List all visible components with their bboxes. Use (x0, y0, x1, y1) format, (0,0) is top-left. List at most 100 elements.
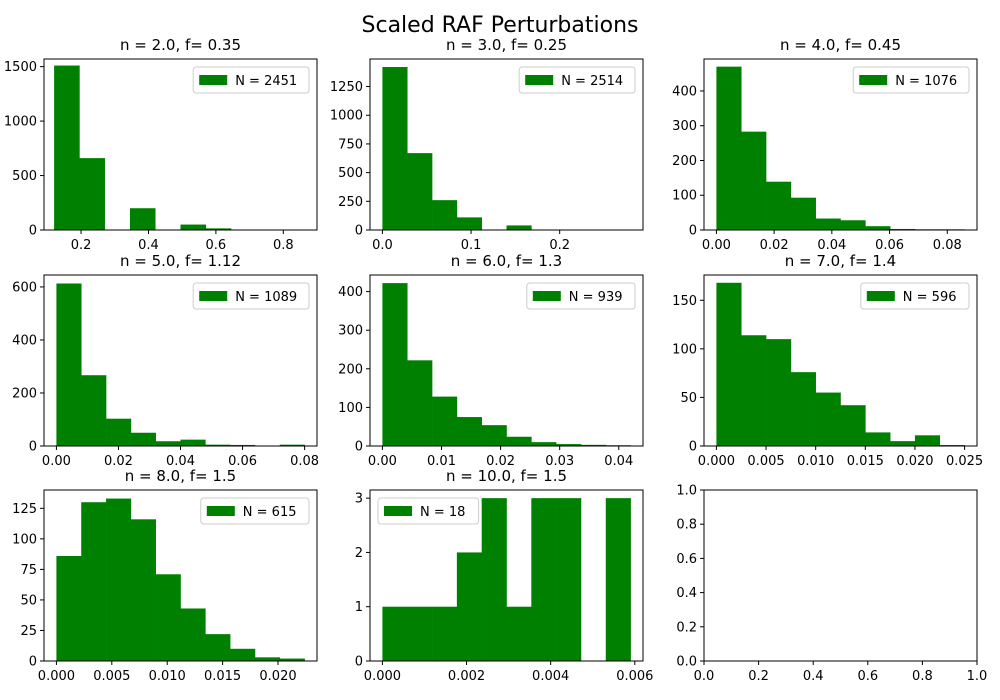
histogram-bar (254, 657, 281, 661)
histogram-bar (81, 375, 107, 446)
histogram-bar (766, 339, 792, 447)
x-tick-label: 0.005 (93, 669, 130, 684)
y-tick-label: 1250 (330, 80, 363, 95)
x-tick-label: 0.03 (545, 454, 574, 469)
legend-swatch (206, 506, 235, 516)
histogram-panel-4: 0.00 0.02 0.04 0.06 0.08 0 200 400 600 n = 5.0, f… (12, 252, 319, 469)
legend-swatch (525, 75, 554, 85)
histogram-bar (716, 66, 742, 231)
y-tick-label: 75 (20, 563, 37, 578)
y-tick-label: 0 (689, 224, 697, 239)
histogram-panel-2: 0.0 0.1 0.2 0 250 500 750 1000 1250 n = 3.0, f= 0… (330, 36, 644, 253)
x-tick-label: 0.015 (204, 669, 241, 684)
legend-swatch (199, 291, 228, 301)
histogram-bar (506, 606, 532, 661)
x-tick-label: 0.000 (38, 669, 75, 684)
histogram-bar (230, 648, 256, 661)
panel-title: n = 5.0, f= 1.12 (120, 252, 241, 270)
y-tick-label: 0 (355, 440, 363, 455)
histogram-bar (106, 418, 132, 446)
y-tick-label: 100 (338, 401, 363, 416)
y-tick-label: 0 (29, 655, 37, 670)
histogram-bar (407, 153, 433, 230)
x-tick-label: 0.010 (797, 454, 834, 469)
y-tick-label: 1 (355, 600, 363, 615)
y-tick-label: 3 (355, 492, 363, 507)
legend-box (377, 497, 480, 525)
panel-title: n = 6.0, f= 1.3 (451, 252, 562, 270)
histogram-bar (790, 197, 816, 230)
histogram-bar (840, 405, 866, 446)
x-tick-label: 0.04 (166, 454, 195, 469)
histogram-bar (205, 444, 231, 446)
y-tick-label: 500 (338, 166, 363, 181)
y-tick-label: 400 (338, 285, 363, 300)
panel-title: n = 3.0, f= 0.25 (446, 36, 567, 54)
histogram-bar (766, 181, 792, 230)
histogram-bar (741, 131, 767, 230)
y-tick-label: 1.0 (676, 484, 697, 499)
x-tick-label: 0.00 (368, 454, 397, 469)
axes-frame (703, 489, 978, 662)
legend-box (860, 282, 970, 310)
legend-box (852, 66, 970, 94)
x-tick-label: 0.01 (427, 454, 456, 469)
x-tick-label: 0.8 (912, 669, 933, 684)
histogram-panel-3: 0.00 0.02 0.04 0.06 0.08 0 100 200 300 400 n = 4.0… (672, 36, 978, 253)
histogram-bar (531, 442, 557, 446)
y-tick-label: 250 (338, 195, 363, 210)
legend-swatch (384, 506, 412, 516)
histogram-bar (840, 220, 866, 230)
histogram-bar (790, 372, 816, 446)
histogram-panel-6: 0.000 0.005 0.010 0.015 0.020 0.025 0 50 100 150 n… (672, 252, 983, 469)
y-tick-label: 100 (12, 532, 37, 547)
histogram-bar (456, 552, 482, 661)
y-tick-label: 400 (12, 333, 37, 348)
histogram-bar (456, 417, 482, 446)
legend-label: N = 1089 (235, 290, 297, 305)
x-tick-label: 0.002 (448, 669, 485, 684)
x-tick-label: 0.1 (461, 238, 482, 253)
legend-box (192, 66, 310, 94)
histogram-bar (407, 360, 433, 446)
y-tick-label: 25 (20, 624, 37, 639)
histogram-bar (432, 606, 458, 661)
legend-label: N = 18 (420, 505, 465, 520)
legend-swatch (866, 291, 895, 301)
x-tick-label: 0.000 (698, 454, 735, 469)
legend: N = 2514 (518, 66, 636, 94)
x-tick-label: 0.04 (604, 454, 633, 469)
axes-frame (369, 58, 644, 231)
y-tick-label: 300 (338, 324, 363, 339)
x-tick-label: 0.004 (532, 669, 569, 684)
y-tick-label: 100 (672, 189, 697, 204)
histogram-bar (716, 282, 742, 446)
y-tick-label: 0 (29, 440, 37, 455)
x-tick-label: 0.00 (702, 238, 731, 253)
histogram-panel-5: 0.00 0.01 0.02 0.03 0.04 0 100 200 300 400 n = 6.0… (338, 252, 644, 469)
histogram-bar (432, 396, 458, 446)
histogram-bar (741, 335, 767, 446)
histogram-bar (129, 208, 156, 230)
y-tick-label: 0.8 (676, 518, 697, 533)
y-tick-label: 50 (20, 593, 37, 608)
x-tick-label: 0.020 (259, 669, 296, 684)
histogram-bar (580, 444, 607, 446)
y-tick-label: 125 (12, 502, 37, 517)
y-tick-label: 0 (355, 224, 363, 239)
histogram-bar (205, 228, 232, 230)
histogram-bar (556, 498, 582, 661)
y-tick-label: 200 (12, 386, 37, 401)
y-tick-label: 150 (672, 294, 697, 309)
x-tick-label: 0.02 (486, 454, 515, 469)
histogram-bar (815, 218, 841, 230)
histogram-bar (155, 574, 181, 661)
histogram-panel-8: 0.000 0.002 0.004 0.006 0 1 2 3 n = 10.0, f= 1.5… (355, 467, 654, 684)
y-tick-label: 0.0 (676, 655, 697, 670)
histogram-bar (531, 498, 557, 661)
y-tick-label: 2 (355, 546, 363, 561)
panel-title: n = 7.0, f= 1.4 (785, 252, 896, 270)
x-tick-label: 0.6 (206, 238, 227, 253)
legend-box (518, 66, 636, 94)
legend: N = 2451 (192, 66, 310, 94)
